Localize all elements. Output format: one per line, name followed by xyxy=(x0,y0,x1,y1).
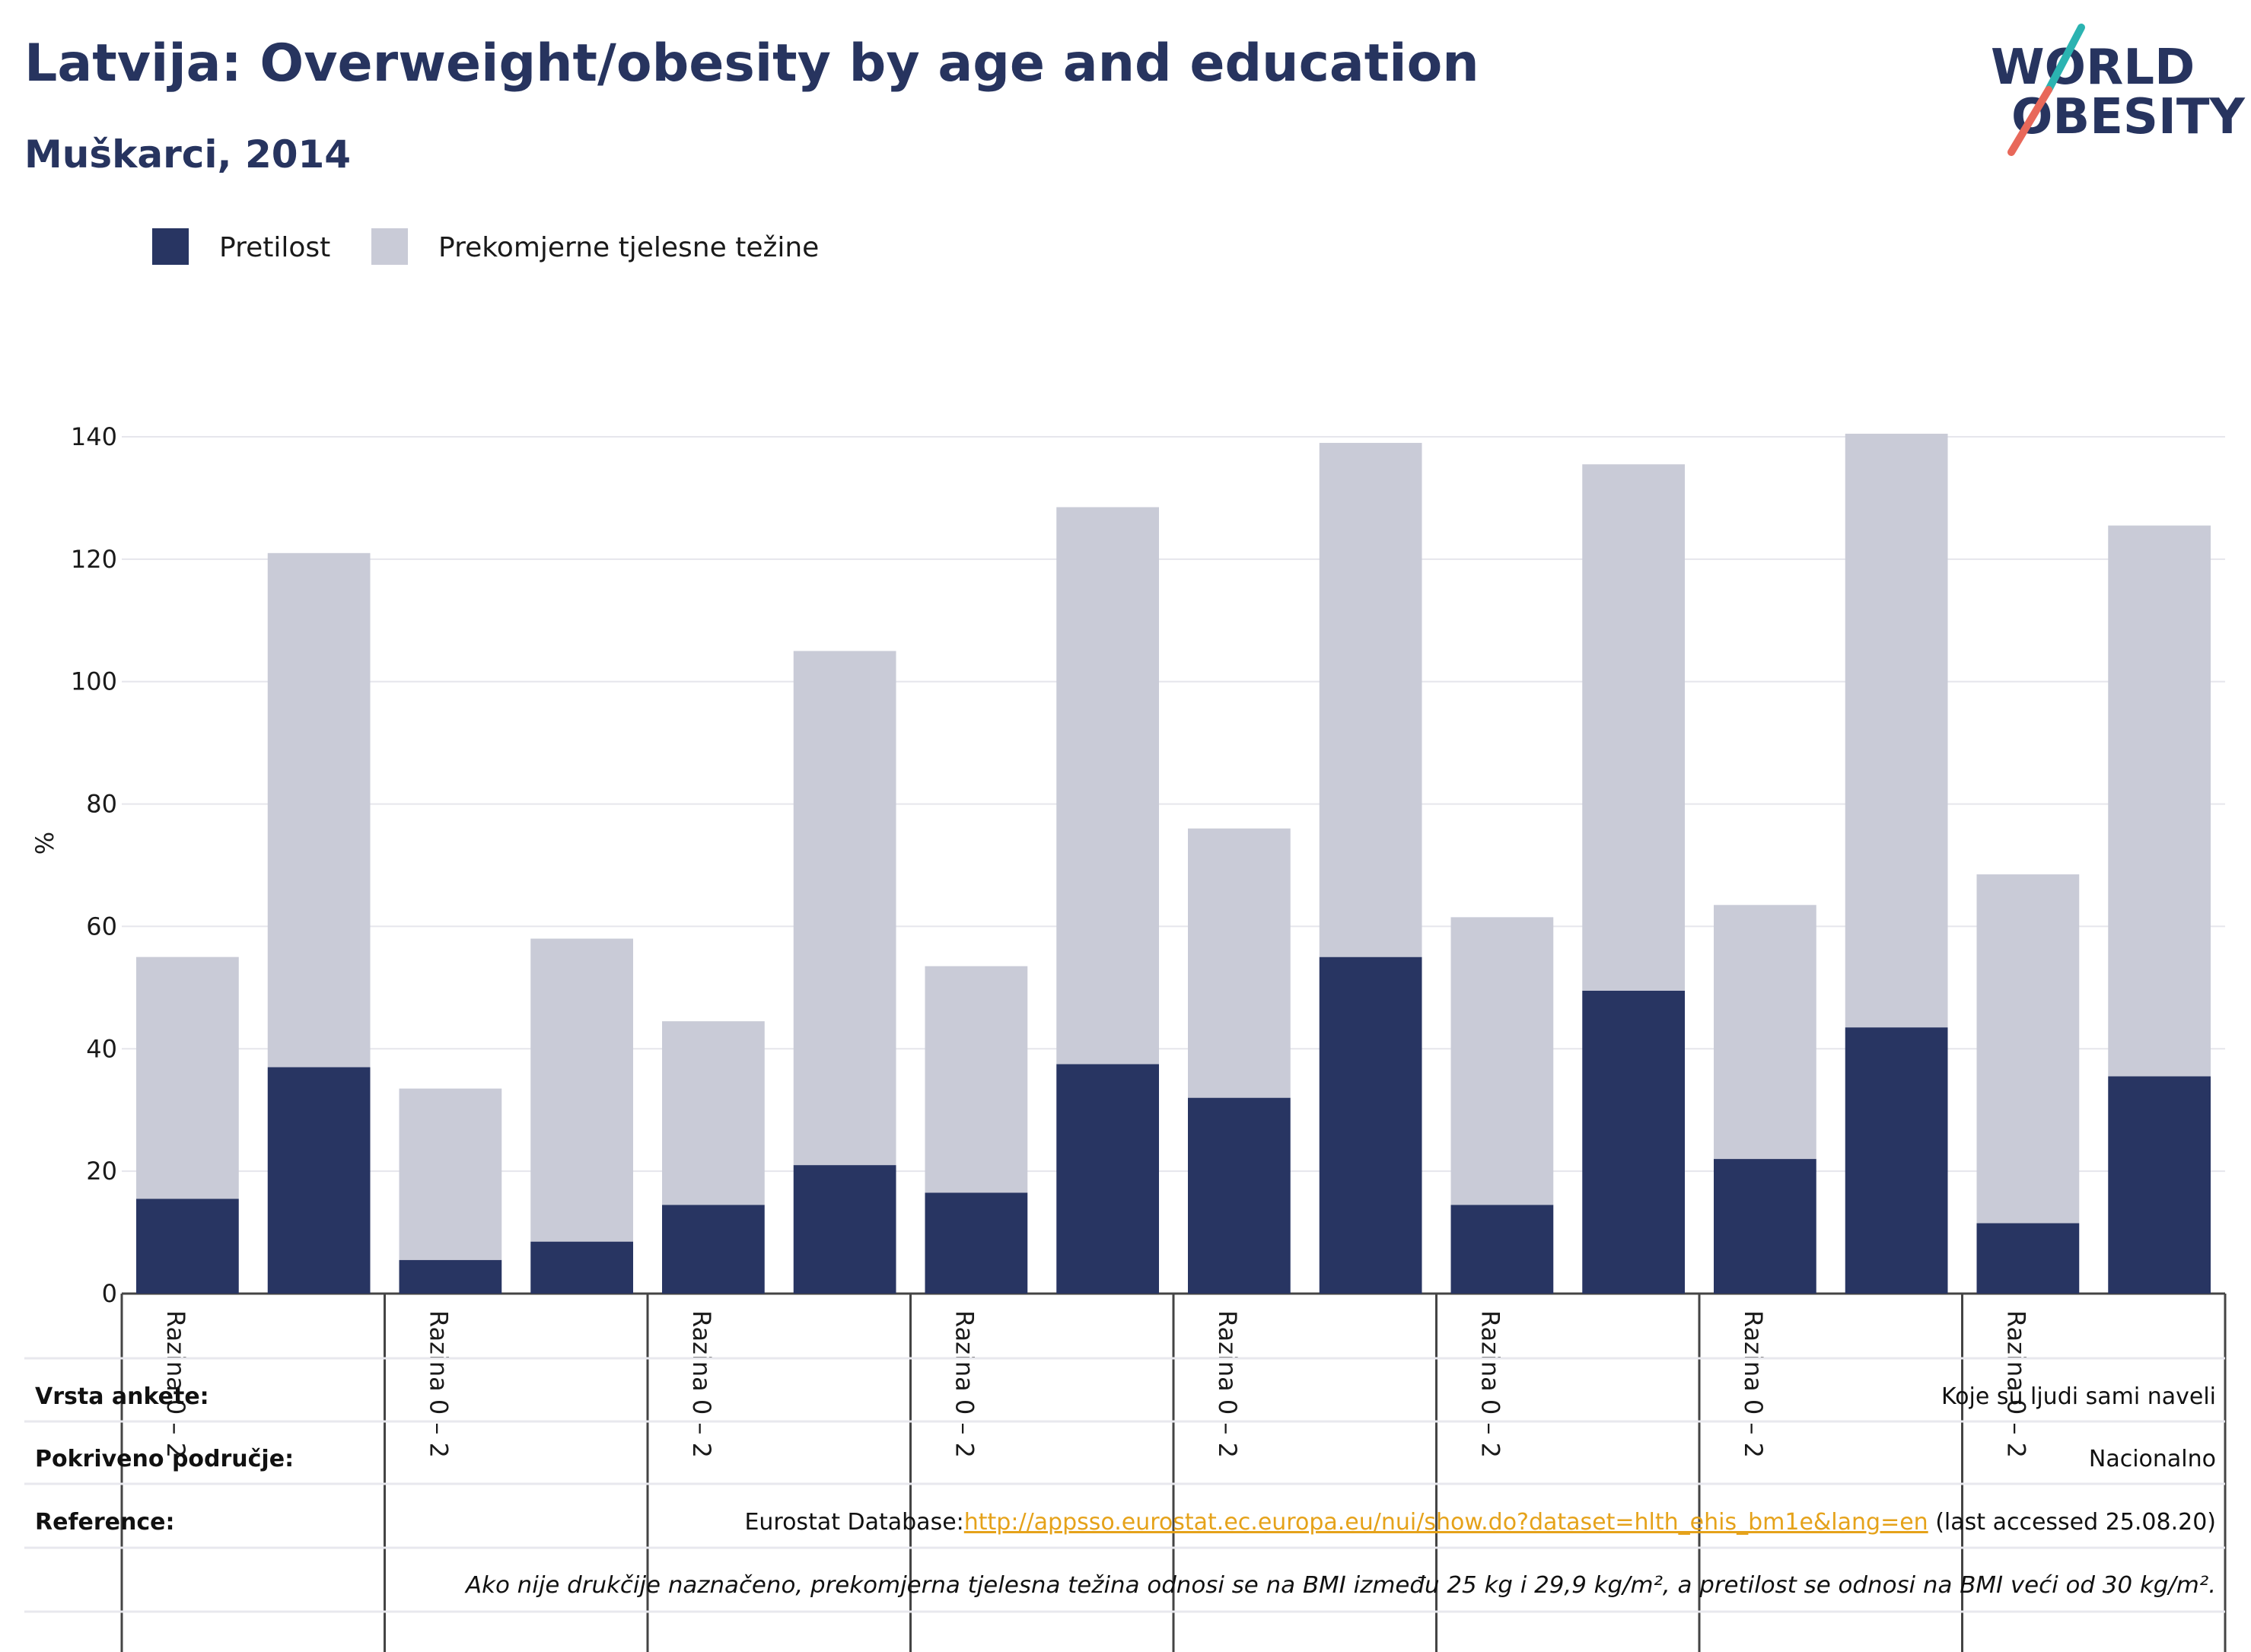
category-label: Razina 0 – 2 xyxy=(2002,1310,2031,1458)
chart-title: Latvija: Overweight/obesity by age and e… xyxy=(24,33,1479,94)
category-label: Razina 0 – 2 xyxy=(161,1310,190,1458)
bar-pretilost xyxy=(530,1241,633,1294)
world-obesity-logo: WORLD OBESITY xyxy=(1991,24,2245,156)
y-tick-label: 20 xyxy=(86,1157,117,1186)
bar-layer xyxy=(136,433,2211,1294)
y-tick-label: 60 xyxy=(86,912,117,941)
bar-prekomjerne xyxy=(1976,874,2080,1224)
category-label: Razina 0 – 2 xyxy=(1213,1310,1242,1458)
bar-prekomjerne xyxy=(1188,828,1291,1098)
bar-prekomjerne xyxy=(662,1021,765,1205)
category-label: Razina 0 – 2 xyxy=(1476,1310,1505,1458)
chart-subtitle: Muškarci, 2014 xyxy=(24,132,351,177)
survey-type-value: Koje su ljudi sami naveli xyxy=(1941,1383,2216,1410)
bar-pretilost xyxy=(1714,1159,1816,1294)
bar-pretilost xyxy=(1188,1097,1291,1294)
bar-pretilost xyxy=(1845,1027,1948,1294)
bar-prekomjerne xyxy=(530,938,633,1242)
bar-pretilost xyxy=(399,1259,502,1294)
coverage-label: Pokriveno područje: xyxy=(35,1446,294,1472)
bar-prekomjerne xyxy=(1450,917,1554,1205)
reference-text: Eurostat Database:http://appsso.eurostat… xyxy=(744,1509,2216,1536)
y-tick-label: 140 xyxy=(71,422,117,451)
legend-swatch-pretilost xyxy=(152,228,189,265)
bar-pretilost xyxy=(793,1165,896,1294)
bar-prekomjerne xyxy=(399,1088,502,1260)
bar-pretilost xyxy=(1319,957,1422,1294)
logo-slash-red xyxy=(2007,86,2052,156)
bar-pretilost xyxy=(136,1198,239,1294)
reference-suffix: (last accessed 25.08.20) xyxy=(1928,1509,2216,1536)
category-label-layer: Razina 0 – 2 Razina 0 – 2 Razina 0 – 2 Razi… xyxy=(161,1310,2031,1458)
bar-pretilost xyxy=(925,1192,1028,1294)
category-label: Razina 0 – 2 xyxy=(425,1310,454,1458)
bar-prekomjerne xyxy=(925,966,1028,1193)
bar-prekomjerne xyxy=(1714,905,1816,1160)
legend: Pretilost Prekomjerne tjelesne težine xyxy=(152,228,819,265)
y-tick-label: 120 xyxy=(71,545,117,574)
bar-pretilost xyxy=(1582,990,1685,1294)
info-table-lines xyxy=(24,1357,2225,1613)
reference-link[interactable]: http://appsso.eurostat.ec.europa.eu/nui/… xyxy=(964,1509,1928,1536)
bar-pretilost xyxy=(662,1205,765,1294)
legend-swatch-prekomjerne xyxy=(371,228,408,265)
bar-pretilost xyxy=(1056,1064,1159,1294)
coverage-value: Nacionalno xyxy=(2089,1446,2216,1472)
y-tick-label: 80 xyxy=(86,790,117,819)
bar-prekomjerne xyxy=(1582,464,1685,991)
bar-pretilost xyxy=(267,1067,371,1294)
category-label: Razina 0 – 2 xyxy=(687,1310,716,1458)
logo-line-1: WORLD xyxy=(1991,40,2195,96)
bar-pretilost xyxy=(2108,1076,2211,1294)
legend-label-prekomjerne: Prekomjerne tjelesne težine xyxy=(438,232,819,263)
logo-line-2: OBESITY xyxy=(2011,89,2245,145)
reference-prefix: Eurostat Database: xyxy=(744,1509,963,1536)
category-label: Razina 0 – 2 xyxy=(1739,1310,1768,1458)
y-tick-label: 100 xyxy=(71,667,117,696)
bar-prekomjerne xyxy=(793,651,896,1166)
reference-label: Reference: xyxy=(35,1509,174,1536)
bar-pretilost xyxy=(1450,1205,1554,1294)
separator-layer xyxy=(120,1294,2227,1652)
bar-prekomjerne xyxy=(267,552,371,1068)
survey-type-label: Vrsta ankete: xyxy=(35,1383,209,1410)
legend-label-pretilost: Pretilost xyxy=(219,232,330,263)
category-label: Razina 0 – 2 xyxy=(950,1310,979,1458)
definition-note: Ako nije drukčije naznačeno, prekomjerna… xyxy=(464,1572,2216,1599)
y-tick-label: 40 xyxy=(86,1034,117,1063)
bar-prekomjerne xyxy=(136,957,239,1199)
bar-prekomjerne xyxy=(2108,525,2211,1077)
y-axis-label: % xyxy=(30,832,59,855)
y-tick-label: 0 xyxy=(102,1279,117,1308)
bar-prekomjerne xyxy=(1319,443,1422,957)
bar-prekomjerne xyxy=(1056,507,1159,1065)
bar-prekomjerne xyxy=(1845,433,1948,1028)
bar-pretilost xyxy=(1976,1223,2080,1294)
y-tick-layer: 0 20 40 60 80 100 120 140 xyxy=(71,422,117,1308)
logo-slash-teal xyxy=(2045,24,2085,94)
